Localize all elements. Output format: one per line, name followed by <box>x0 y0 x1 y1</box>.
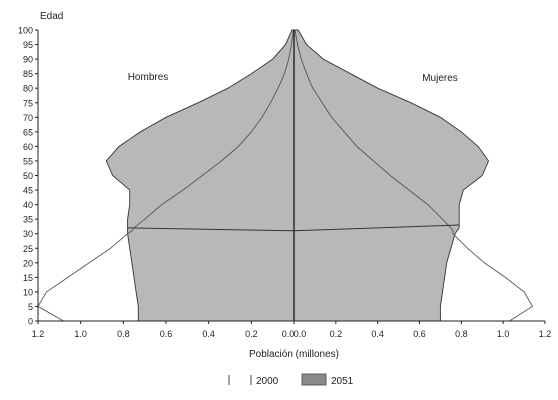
x-tick-label-right-4: 0.8 <box>455 329 468 339</box>
x-tick-label-right-5: 1.0 <box>497 329 510 339</box>
y-tick-label-35: 35 <box>23 215 33 225</box>
x-axis-label: Población (millones) <box>249 349 339 360</box>
y-tick-label-15: 15 <box>23 273 33 283</box>
boundary-line-men <box>127 227 295 232</box>
y-tick-label-65: 65 <box>23 127 33 137</box>
x-tick-label-left-1: 1.0 <box>74 329 87 339</box>
y-tick-label-70: 70 <box>23 113 33 123</box>
x-tick-label-left-2: 0.8 <box>117 329 130 339</box>
area-2051-women <box>293 29 490 322</box>
area-2051-men <box>105 29 295 322</box>
x-tick-label-right-1: 0.2 <box>330 329 343 339</box>
line-2000-women <box>294 29 534 322</box>
label-hombres: Hombres <box>128 72 169 83</box>
x-tick-label-left-0: 1.2 <box>32 329 45 339</box>
y-tick-label-10: 10 <box>23 287 33 297</box>
y-tick-label-25: 25 <box>23 244 33 254</box>
y-tick-label-85: 85 <box>23 69 33 79</box>
y-tick-label-30: 30 <box>23 229 33 239</box>
chart-axes: 0 5 10 15 20 25 30 35 40 45 50 55 60 65 70 75 80 85 90 95 10… <box>18 26 551 340</box>
boundary-line-women <box>293 224 460 232</box>
legend-label-2051: 2051 <box>331 376 354 387</box>
x-tick-label-right-6: 1.2 <box>539 329 552 339</box>
x-tick-label-left-5: 0.2 <box>245 329 258 339</box>
y-tick-label-20: 20 <box>23 258 33 268</box>
y-tick-label-5: 5 <box>28 302 33 312</box>
legend-label-2000: 2000 <box>256 376 279 387</box>
legend: 2000 2051 <box>228 373 354 387</box>
legend-swatch-2051 <box>301 373 327 386</box>
y-tick-label-100: 100 <box>18 26 33 36</box>
y-tick-label-45: 45 <box>23 186 33 196</box>
y-axis-label: Edad <box>40 11 63 22</box>
y-tick-label-55: 55 <box>23 156 33 166</box>
y-tick-label-90: 90 <box>23 55 33 65</box>
y-tick-label-40: 40 <box>23 200 33 210</box>
x-tick-label-left-6: 0.0 <box>282 329 295 339</box>
y-tick-label-60: 60 <box>23 142 33 152</box>
y-tick-label-95: 95 <box>23 40 33 50</box>
y-tick-label-0: 0 <box>28 317 33 327</box>
y-tick-label-50: 50 <box>23 171 33 181</box>
label-mujeres: Mujeres <box>422 73 458 84</box>
chart-marks <box>37 29 534 322</box>
y-tick-label-75: 75 <box>23 98 33 108</box>
x-tick-label-right-0: 0.0 <box>294 329 307 339</box>
x-tick-label-left-3: 0.6 <box>160 329 173 339</box>
y-tick-label-80: 80 <box>23 84 33 94</box>
x-tick-label-right-2: 0.4 <box>371 329 384 339</box>
x-tick-label-left-4: 0.4 <box>202 329 215 339</box>
x-tick-label-right-3: 0.6 <box>413 329 426 339</box>
line-2000-men <box>37 29 294 322</box>
